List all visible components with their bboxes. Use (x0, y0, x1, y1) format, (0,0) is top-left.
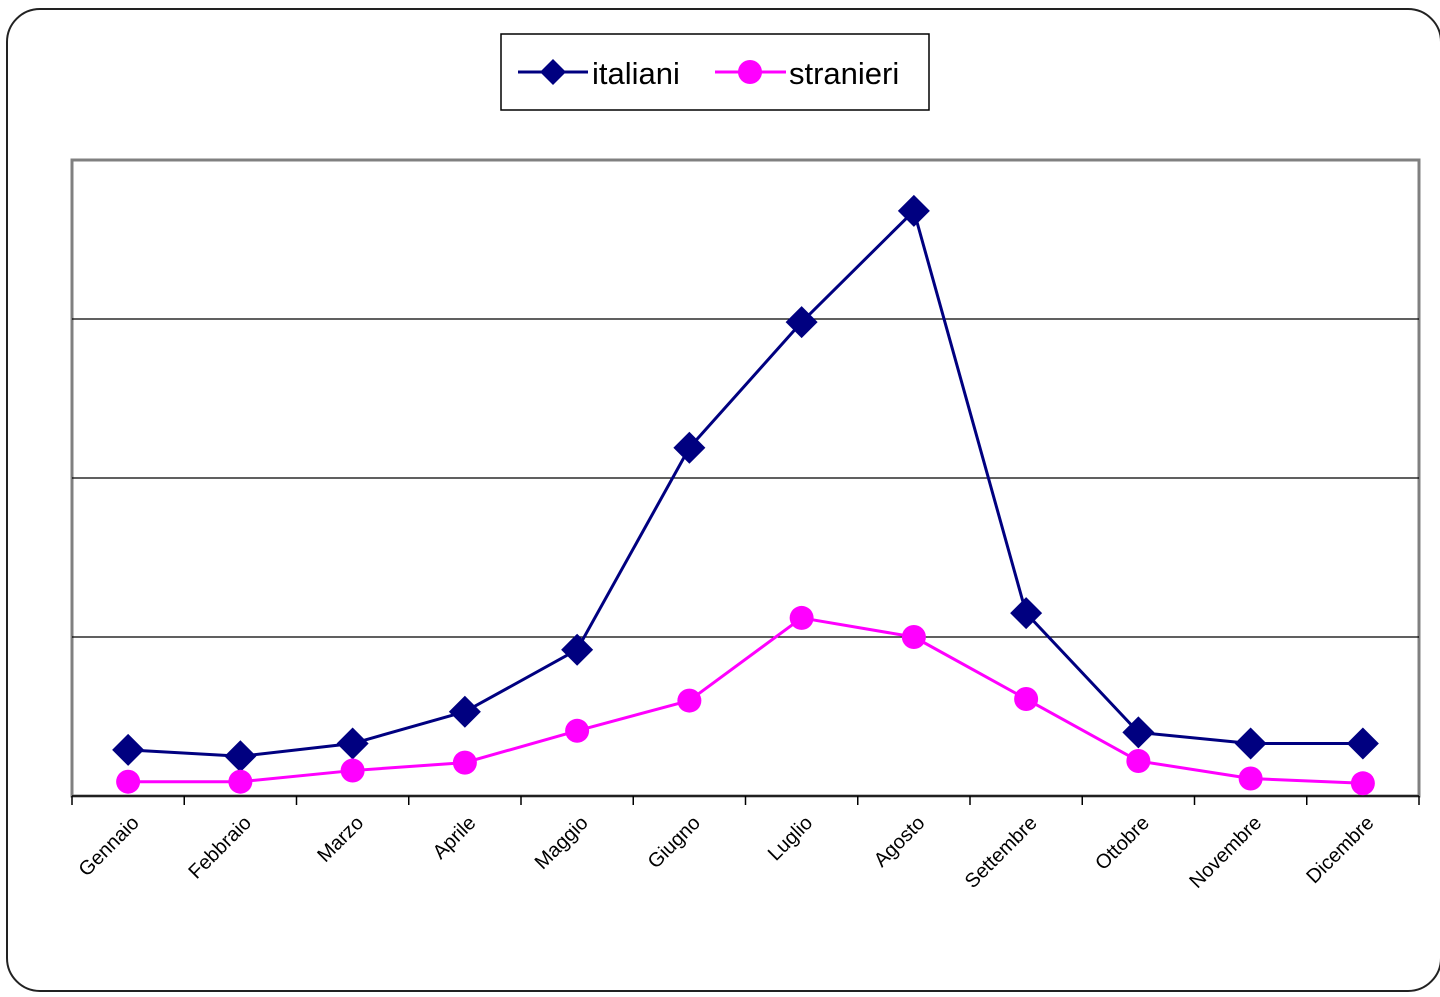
data-point-italiani (785, 306, 818, 339)
legend-label-italiani: italiani (592, 56, 680, 91)
chart-frame: italiani stranieri Gennaio Febbraio Marzo A… (6, 8, 1440, 992)
legend-marker-italiani-icon (540, 59, 566, 85)
legend: italiani stranieri (500, 33, 930, 111)
data-point-stranieri (1126, 749, 1151, 774)
x-tick-label: Maggio (531, 812, 593, 874)
data-point-stranieri (565, 718, 590, 743)
data-point-stranieri (1350, 771, 1375, 796)
data-point-stranieri (901, 625, 926, 649)
data-point-italiani (561, 633, 594, 666)
data-point-italiani (224, 740, 257, 773)
x-axis (71, 795, 1420, 805)
data-point-stranieri (789, 605, 814, 630)
data-point-italiani (673, 431, 706, 464)
legend-label-stranieri: stranieri (789, 56, 899, 91)
x-tick-label: Dicembre (1302, 812, 1378, 888)
x-tick-label: Ottobre (1091, 812, 1154, 875)
data-point-stranieri (1238, 766, 1263, 791)
x-tick-labels: Gennaio Febbraio Marzo Aprile Maggio Giugno Lu… (75, 812, 1379, 893)
series-line-stranieri (128, 616, 1363, 785)
data-point-stranieri (116, 769, 141, 794)
data-point-stranieri (677, 688, 702, 713)
x-tick-label: Gennaio (75, 812, 144, 881)
data-point-stranieri (340, 758, 365, 783)
data-point-italiani (1122, 716, 1155, 749)
data-point-stranieri (1014, 687, 1039, 712)
series-line-italiani (128, 209, 1363, 758)
series-lines (128, 209, 1363, 785)
x-tick-label: Febbraio (185, 812, 256, 883)
legend-marker-stranieri-icon (738, 60, 762, 84)
series-markers (112, 194, 1379, 796)
data-point-italiani (897, 194, 930, 227)
x-tick-label: Settembre (961, 812, 1042, 893)
data-point-italiani (448, 695, 481, 728)
data-point-italiani (336, 727, 369, 760)
line-chart: italiani stranieri Gennaio Febbraio Marzo A… (70, 33, 1421, 893)
data-point-italiani (1010, 597, 1043, 630)
data-point-italiani (1234, 727, 1267, 760)
x-tick-label: Marzo (313, 812, 368, 867)
x-tick-label: Giugno (644, 812, 705, 873)
x-tick-label: Novembre (1185, 812, 1266, 893)
data-point-stranieri (452, 750, 477, 775)
data-point-italiani (112, 733, 145, 766)
data-point-stranieri (228, 769, 253, 794)
x-tick-label: Luglio (764, 812, 817, 865)
x-tick-label: Agosto (870, 812, 930, 872)
gridlines (72, 318, 1419, 638)
x-tick-label: Aprile (429, 812, 481, 864)
data-point-italiani (1346, 727, 1379, 760)
